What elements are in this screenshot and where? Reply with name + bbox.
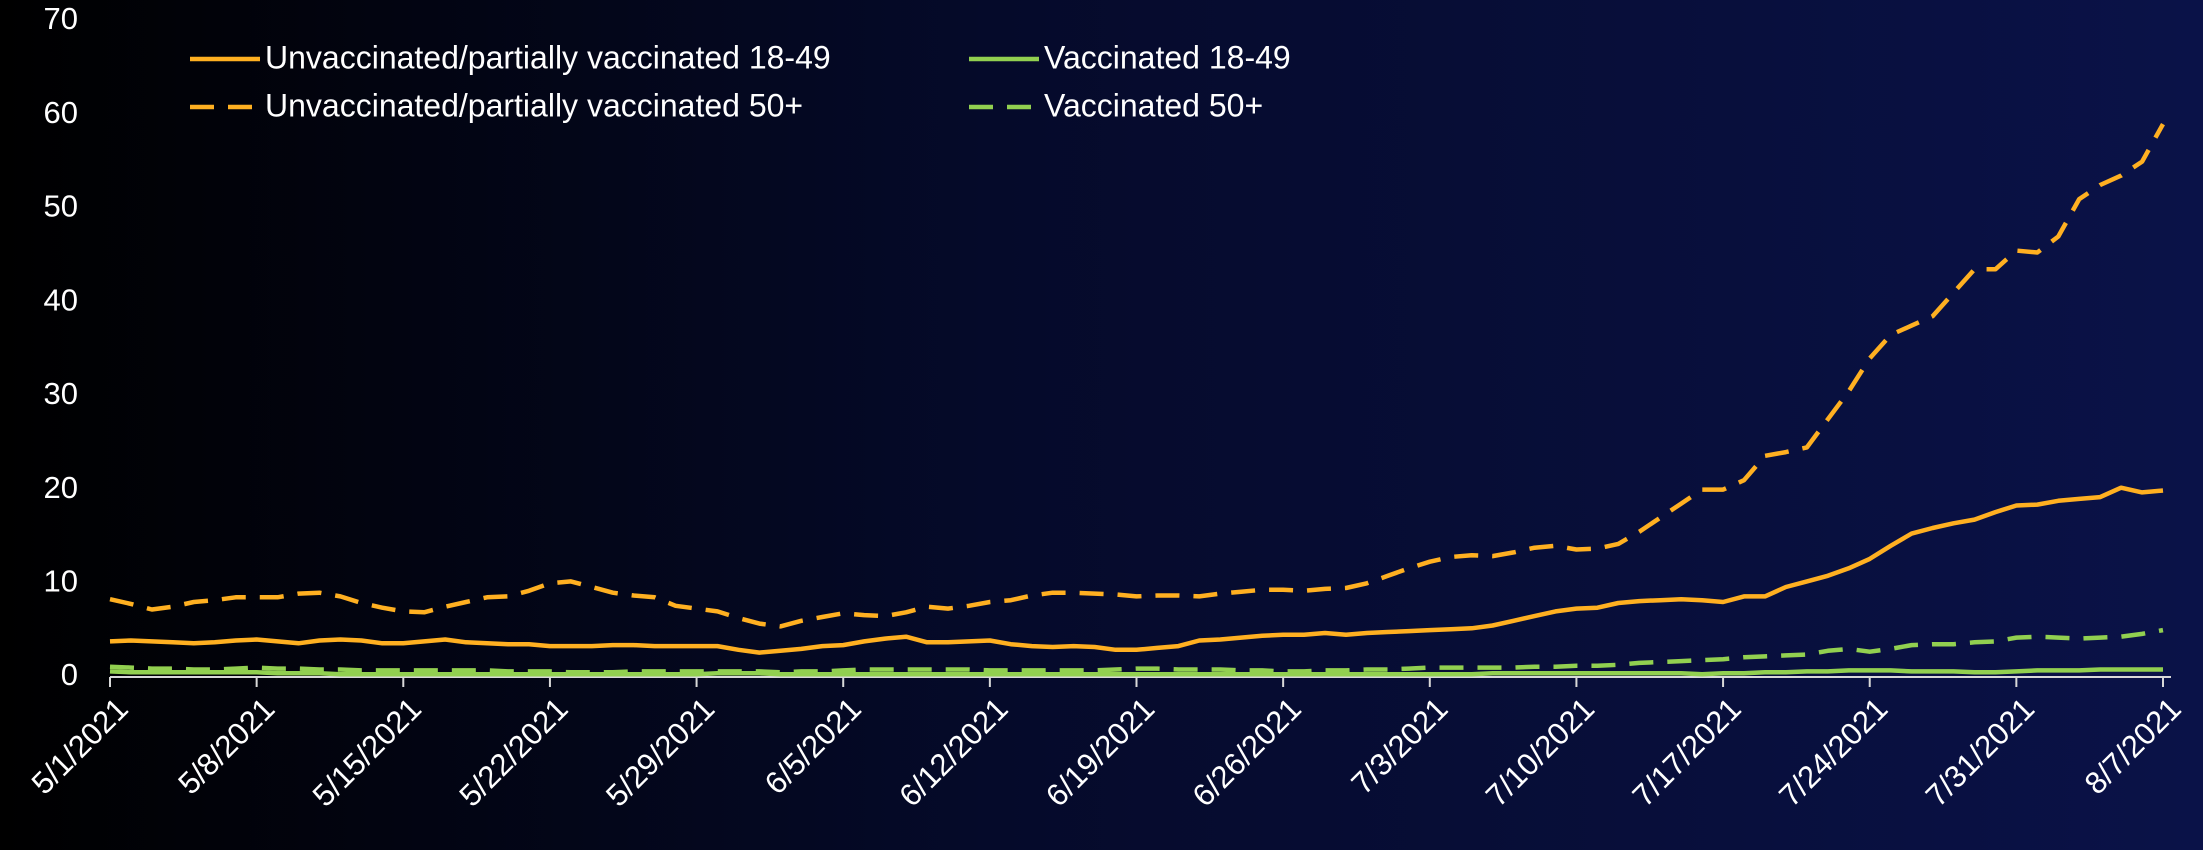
series-line [109, 627, 2164, 675]
legend-label: Unvaccinated/partially vaccinated 18-49 [265, 39, 831, 75]
series-line [109, 123, 2165, 629]
y-tick-label: 30 [44, 376, 78, 411]
y-tick-label: 70 [44, 1, 78, 36]
y-tick-label: 10 [44, 563, 78, 598]
legend-label: Unvaccinated/partially vaccinated 50+ [265, 87, 803, 123]
y-tick-label: 50 [44, 189, 78, 224]
legend-label: Vaccinated 18-49 [1044, 39, 1291, 75]
legend-label: Vaccinated 50+ [1044, 87, 1263, 123]
y-tick-label: 60 [44, 95, 78, 130]
y-tick-label: 40 [44, 282, 78, 317]
series-line [109, 667, 2163, 677]
y-tick-label: 0 [61, 657, 78, 692]
y-tick-label: 20 [44, 470, 78, 505]
series-line [109, 485, 2164, 655]
